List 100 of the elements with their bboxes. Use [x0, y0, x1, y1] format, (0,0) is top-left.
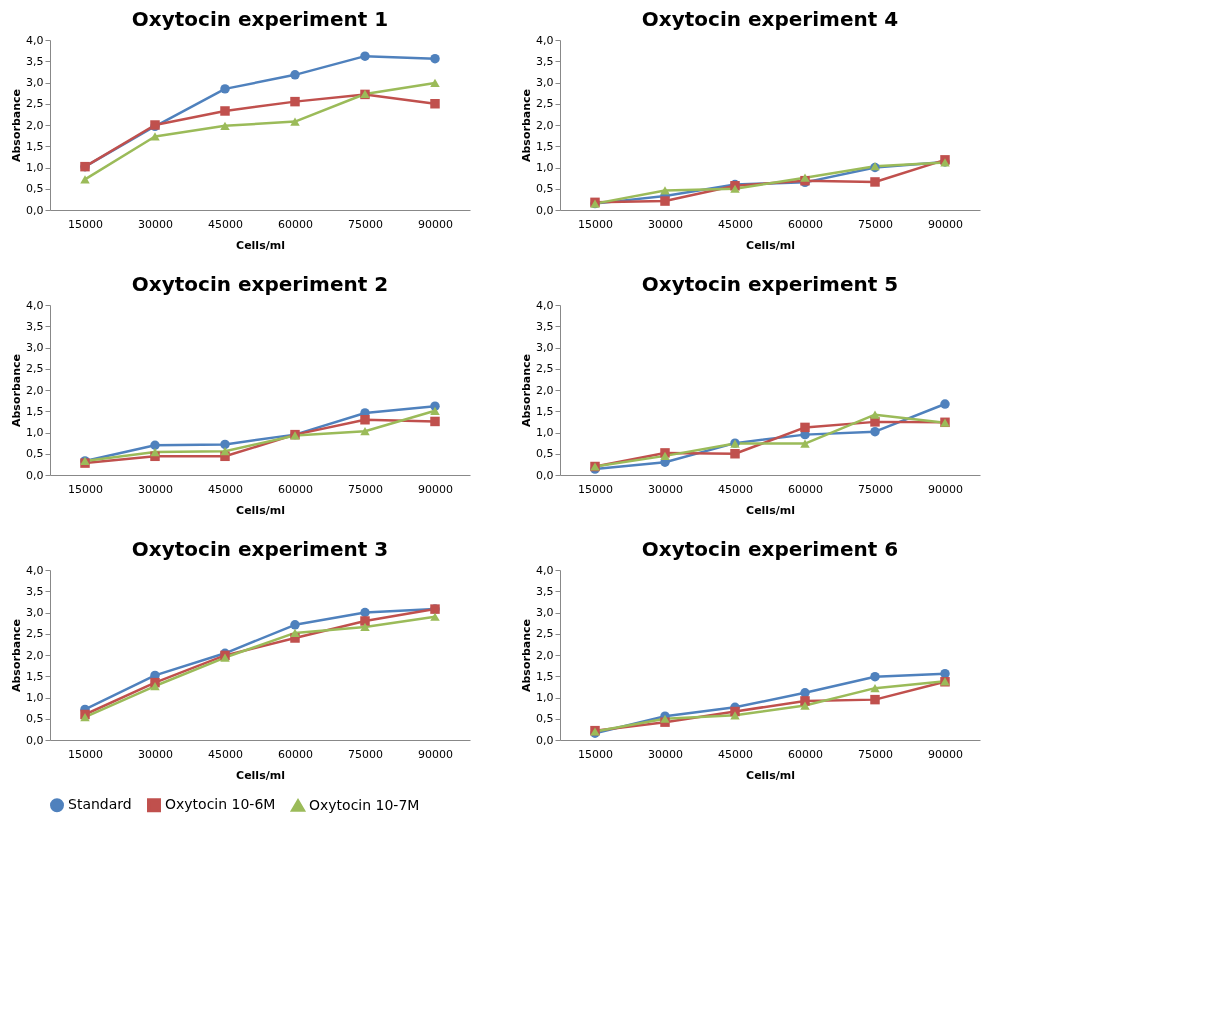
x-tick-label: 45000: [718, 747, 753, 761]
x-tick-label: 15000: [68, 747, 103, 761]
y-tick-label: 4,0: [536, 33, 554, 47]
legend-label: Oxytocin 10-6M: [165, 796, 276, 813]
y-tick-label: 4,0: [536, 563, 554, 577]
y-tick-label: 2,5: [536, 362, 554, 376]
x-tick-label: 30000: [138, 747, 173, 761]
y-tick-label: 0,0: [26, 468, 44, 482]
x-tick-label: 60000: [278, 217, 313, 231]
y-tick-label: 0,5: [26, 182, 44, 196]
y-tick-label: 1,5: [536, 404, 554, 418]
x-tick-label: 30000: [138, 482, 173, 496]
y-tick-label: 0,0: [536, 468, 554, 482]
x-tick-label: 60000: [788, 217, 823, 231]
y-tick-label: 3,5: [26, 584, 44, 598]
x-tick-label: 15000: [68, 217, 103, 231]
x-tick-label: 90000: [928, 217, 963, 231]
y-tick-label: 3,0: [536, 341, 554, 354]
y-tick-label: 3,5: [536, 319, 554, 333]
x-tick-label: 45000: [208, 217, 243, 231]
y-tick-label: 1,0: [536, 691, 554, 704]
y-tick-label: 3,5: [26, 319, 44, 333]
x-tick-label: 30000: [648, 217, 683, 231]
x-axis-title: Cells/ml: [746, 503, 795, 517]
y-tick-label: 3,0: [536, 606, 554, 619]
y-tick-label: 2,0: [536, 118, 554, 132]
x-tick-label: 60000: [788, 482, 823, 496]
y-tick-label: 1,0: [536, 426, 554, 439]
x-tick-label: 15000: [578, 217, 613, 231]
x-tick-label: 45000: [208, 482, 243, 496]
y-axis-title: Absorbance: [520, 618, 534, 693]
x-tick-label: 75000: [348, 747, 383, 761]
x-tick-label: 90000: [418, 482, 453, 496]
x-axis-title: Cells/ml: [236, 238, 285, 252]
y-axis-title: Absorbance: [520, 88, 534, 163]
y-axis-title: Absorbance: [520, 353, 534, 428]
legend-label: Oxytocin 10-7M: [309, 796, 420, 813]
y-tick-label: 2,0: [536, 648, 554, 662]
y-tick-label: 0,0: [536, 203, 554, 217]
y-tick-label: 2,5: [26, 362, 44, 376]
y-axis-title: Absorbance: [10, 88, 24, 163]
y-tick-label: 1,0: [26, 426, 44, 439]
chart-title: Oxytocin experiment 2: [131, 272, 389, 296]
y-tick-label: 1,5: [536, 139, 554, 153]
x-axis-title: Cells/ml: [746, 238, 795, 252]
x-axis-title: Cells/ml: [236, 768, 285, 782]
y-tick-label: 2,0: [26, 648, 44, 662]
y-tick-label: 3,5: [536, 54, 554, 68]
x-tick-label: 75000: [858, 747, 893, 761]
y-tick-label: 0,5: [536, 182, 554, 196]
x-tick-label: 60000: [278, 482, 313, 496]
x-tick-label: 45000: [718, 217, 753, 231]
chart-title: Oxytocin experiment 1: [131, 7, 389, 31]
x-tick-label: 45000: [718, 482, 753, 496]
legend-label: Standard: [68, 796, 132, 813]
chart-title: Oxytocin experiment 5: [641, 272, 899, 296]
x-axis-title: Cells/ml: [236, 503, 285, 517]
y-tick-label: 0,5: [26, 447, 44, 461]
x-tick-label: 75000: [348, 482, 383, 496]
x-tick-label: 90000: [928, 482, 963, 496]
x-tick-label: 90000: [928, 747, 963, 761]
x-tick-label: 90000: [418, 217, 453, 231]
y-tick-label: 0,0: [26, 203, 44, 217]
y-tick-label: 1,5: [26, 669, 44, 683]
x-tick-label: 60000: [788, 747, 823, 761]
chart-title: Oxytocin experiment 3: [131, 537, 389, 561]
y-tick-label: 2,5: [26, 97, 44, 111]
x-tick-label: 30000: [648, 482, 683, 496]
y-tick-label: 4,0: [26, 563, 44, 577]
y-tick-label: 3,5: [26, 54, 44, 68]
y-tick-label: 3,0: [26, 76, 44, 89]
x-axis-title: Cells/ml: [746, 768, 795, 782]
x-tick-label: 90000: [418, 747, 453, 761]
x-tick-label: 60000: [278, 747, 313, 761]
y-tick-label: 1,5: [26, 139, 44, 153]
y-tick-label: 2,5: [536, 627, 554, 641]
chart-title: Oxytocin experiment 4: [641, 7, 899, 31]
y-axis-title: Absorbance: [10, 353, 24, 428]
y-tick-label: 2,5: [536, 97, 554, 111]
y-tick-label: 3,5: [536, 584, 554, 598]
chart-title: Oxytocin experiment 6: [641, 537, 899, 561]
y-tick-label: 4,0: [26, 33, 44, 47]
y-tick-label: 0,5: [26, 712, 44, 726]
y-tick-label: 1,0: [536, 161, 554, 174]
x-tick-label: 15000: [68, 482, 103, 496]
x-tick-label: 30000: [138, 217, 173, 231]
y-tick-label: 4,0: [536, 298, 554, 312]
y-tick-label: 0,5: [536, 447, 554, 461]
y-tick-label: 1,0: [26, 691, 44, 704]
y-tick-label: 3,0: [26, 341, 44, 354]
y-tick-label: 1,5: [26, 404, 44, 418]
y-tick-label: 2,0: [536, 383, 554, 397]
y-tick-label: 1,0: [26, 161, 44, 174]
y-tick-label: 2,0: [26, 383, 44, 397]
x-tick-label: 45000: [208, 747, 243, 761]
x-tick-label: 30000: [648, 747, 683, 761]
y-tick-label: 0,0: [536, 733, 554, 747]
y-axis-title: Absorbance: [10, 618, 24, 693]
x-tick-label: 75000: [858, 482, 893, 496]
y-tick-label: 1,5: [536, 669, 554, 683]
